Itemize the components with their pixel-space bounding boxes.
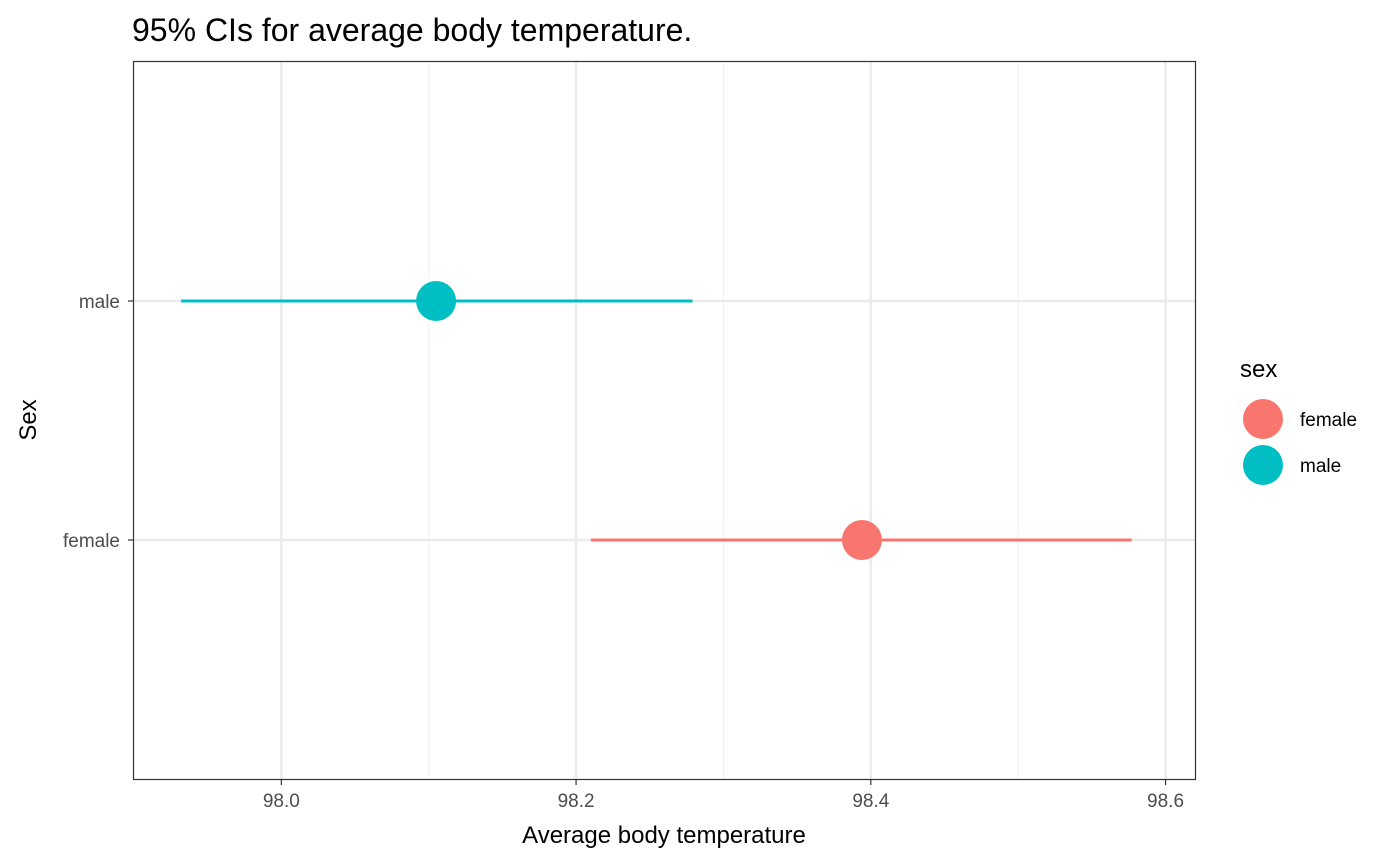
x-tick-label: 98.6 [1147,791,1184,812]
legend-key-female [1243,399,1283,439]
panel-border [132,60,1197,781]
legend-label-male: male [1300,456,1341,477]
y-tick-label: male [79,292,120,313]
estimate-point-female [841,520,882,560]
legend-label-female: female [1300,410,1357,431]
legend-title: sex [1240,356,1277,383]
x-axis-title: Average body temperature [522,822,806,849]
chart-title: 95% CIs for average body temperature. [132,12,692,48]
estimate-point-male [416,281,457,321]
x-tick-label: 98.2 [558,791,595,812]
y-axis-title: Sex [15,399,42,440]
y-tick-label: female [63,531,120,552]
x-tick-label: 98.0 [263,791,300,812]
legend: female male [1243,399,1357,485]
x-axis: 98.0 98.2 98.4 98.6 [263,779,1184,812]
data-marks [181,281,1132,560]
x-tick-label: 98.4 [852,791,889,812]
legend-key-male [1243,445,1283,485]
y-axis: female male [63,292,134,552]
